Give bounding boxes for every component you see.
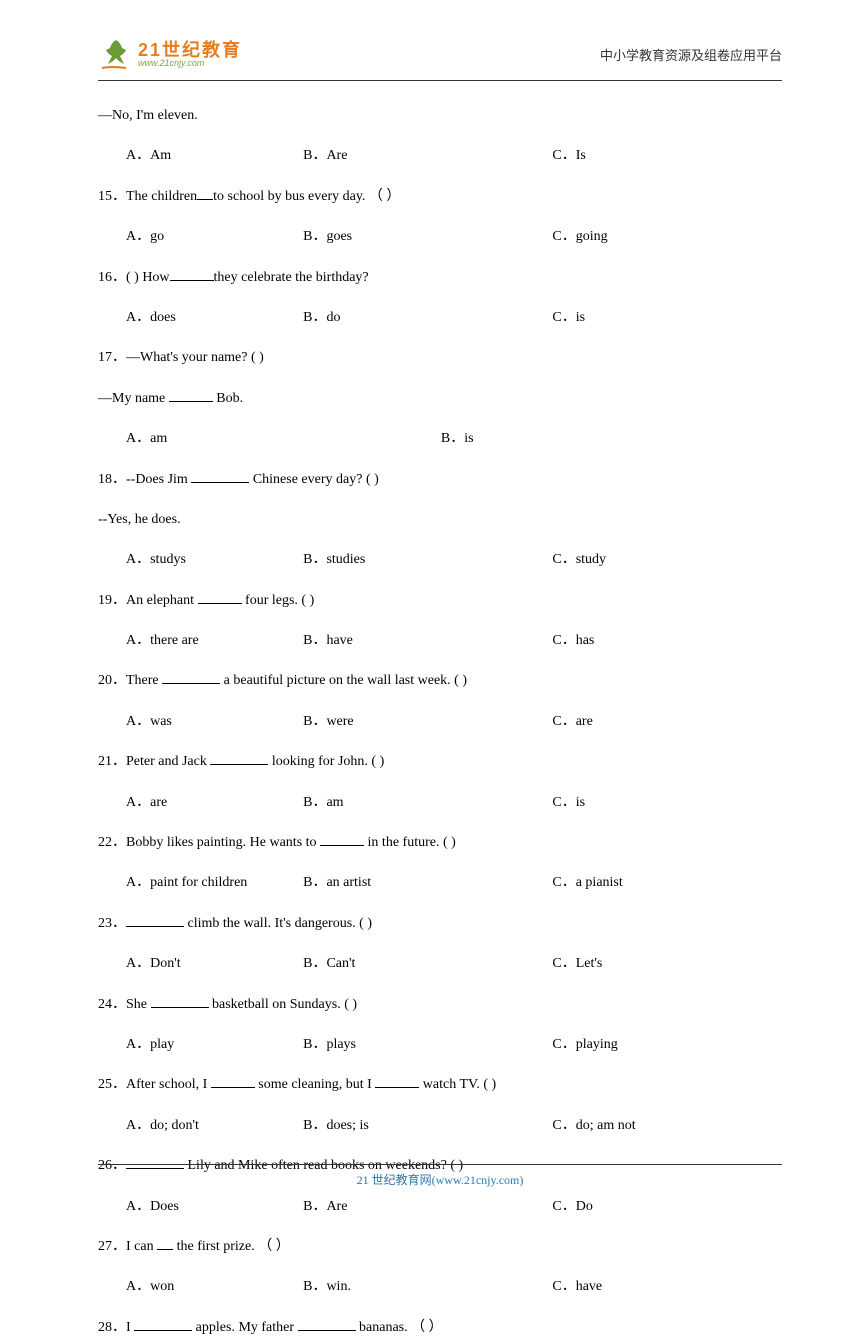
q15-opt-a: A．go [126,226,303,248]
q24-text: 24．She basketball on Sundays. ( ) [98,994,782,1016]
prefix-line: —No, I'm eleven. [98,105,782,127]
q16-options: A．does B．do C．is [98,307,782,329]
q23-opt-b: B．Can't [303,953,552,975]
q22-opt-c: C．a pianist [552,872,782,894]
q19-options: A．there are B．have C．has [98,630,782,652]
q25-text: 25．After school, I some cleaning, but I … [98,1074,782,1096]
q16-opt-a: A．does [126,307,303,329]
q19-opt-b: B．have [303,630,552,652]
q20-text: 20．There a beautiful picture on the wall… [98,670,782,692]
q27-opt-a: A．won [126,1276,303,1298]
q27-text: 27．I can the first prize. （ ） [98,1236,782,1258]
q17-opt-a: A．am [126,428,441,450]
q23-opt-a: A．Don't [126,953,303,975]
q22-text: 22．Bobby likes painting. He wants to in … [98,832,782,854]
q26-opt-c: C．Do [552,1196,782,1218]
q23-options: A．Don't B．Can't C．Let's [98,953,782,975]
q26-opt-b: B．Are [303,1196,552,1218]
q17-text: 17．—What's your name? ( ) [98,347,782,369]
q16-text: 16．( ) Howthey celebrate the birthday? [98,267,782,289]
q24-opt-a: A．play [126,1034,303,1056]
q21-text: 21．Peter and Jack looking for John. ( ) [98,751,782,773]
logo-url-text: www.21cnjy.com [138,59,242,68]
q25-opt-c: C．do; am not [552,1115,782,1137]
q22-opt-a: A．paint for children [126,872,303,894]
q27-opt-c: C．have [552,1276,782,1298]
q20-opt-b: B．were [303,711,552,733]
q20-opt-a: A．was [126,711,303,733]
q14-opt-a: A．Am [126,145,303,167]
logo-area: 21世纪教育 www.21cnjy.com [98,36,242,72]
q21-opt-b: B．am [303,792,552,814]
q14-options: A．Am B．Are C．Is [98,145,782,167]
q17-line2: —My name Bob. [98,388,782,410]
q21-opt-a: A．are [126,792,303,814]
q25-options: A．do; don't B．does; is C．do; am not [98,1115,782,1137]
q24-opt-b: B．plays [303,1034,552,1056]
q17-options: A．am B．is [98,428,782,450]
q26-options: A．Does B．Are C．Do [98,1196,782,1218]
q16-opt-c: C．is [552,307,782,329]
q23-text: 23． climb the wall. It's dangerous. ( ) [98,913,782,935]
q18-text: 18．--Does Jim Chinese every day? ( ) [98,469,782,491]
q22-opt-b: B．an artist [303,872,552,894]
q15-options: A．go B．goes C．going [98,226,782,248]
logo-text: 21世纪教育 www.21cnjy.com [138,41,242,68]
q20-opt-c: C．are [552,711,782,733]
q18-opt-b: B．studies [303,549,552,571]
q15-text: 15．The childrento school by bus every da… [98,186,782,208]
page-footer: 21 世纪教育网(www.21cnjy.com) [98,1164,782,1188]
q22-options: A．paint for children B．an artist C．a pia… [98,872,782,894]
q28-text: 28．I apples. My father bananas. （ ） [98,1317,782,1339]
q16-opt-b: B．do [303,307,552,329]
q14-opt-c: C．Is [552,145,782,167]
q24-options: A．play B．plays C．playing [98,1034,782,1056]
q20-options: A．was B．were C．are [98,711,782,733]
q15-opt-b: B．goes [303,226,552,248]
q25-opt-b: B．does; is [303,1115,552,1137]
q27-opt-b: B．win. [303,1276,552,1298]
q21-options: A．are B．am C．is [98,792,782,814]
q23-opt-c: C．Let's [552,953,782,975]
page-header: 21世纪教育 www.21cnjy.com 中小学教育资源及组卷应用平台 [98,0,782,81]
q25-opt-a: A．do; don't [126,1115,303,1137]
logo-cn-text: 21世纪教育 [138,41,242,59]
q18-opt-c: C．study [552,549,782,571]
q19-opt-c: C．has [552,630,782,652]
q18-line2: --Yes, he does. [98,509,782,531]
q21-opt-c: C．is [552,792,782,814]
q17-opt-b: B．is [441,428,782,450]
q27-options: A．won B．win. C．have [98,1276,782,1298]
q19-opt-a: A．there are [126,630,303,652]
content-area: —No, I'm eleven. A．Am B．Are C．Is 15．The … [0,105,860,1339]
q15-opt-c: C．going [552,226,782,248]
q19-text: 19．An elephant four legs. ( ) [98,590,782,612]
logo-icon [98,36,134,72]
q18-opt-a: A．studys [126,549,303,571]
q18-options: A．studys B．studies C．study [98,549,782,571]
q24-opt-c: C．playing [552,1034,782,1056]
q26-opt-a: A．Does [126,1196,303,1218]
header-platform-text: 中小学教育资源及组卷应用平台 [600,45,782,64]
q14-opt-b: B．Are [303,145,552,167]
